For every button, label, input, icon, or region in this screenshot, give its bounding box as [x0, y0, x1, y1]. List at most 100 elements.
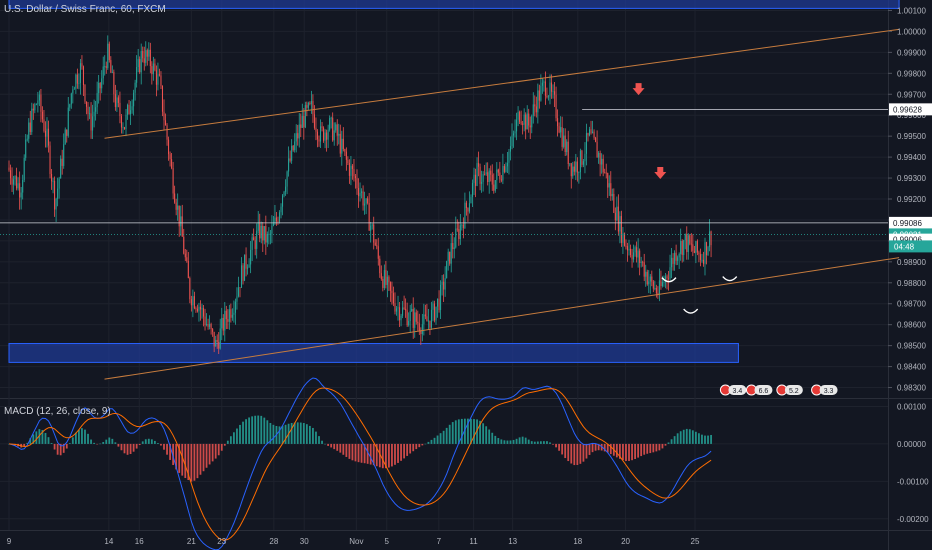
arrow-down-icon[interactable]: [632, 83, 645, 96]
candle-body: [374, 242, 376, 246]
candle-body: [391, 290, 393, 294]
price-tick-label: 0.98300: [897, 384, 926, 393]
macd-histogram-bar: [403, 443, 406, 459]
candle-body: [75, 74, 77, 89]
macd-histogram-bar: [236, 428, 238, 444]
macd-histogram-bar: [372, 443, 375, 466]
macd-histogram-bar: [698, 433, 700, 444]
event-badge-value: 3.3: [824, 388, 834, 395]
macd-histogram-bar: [336, 443, 339, 451]
candle-body: [79, 63, 81, 83]
candle-body: [637, 250, 639, 258]
price-zone[interactable]: [8, 0, 900, 9]
price-axis[interactable]: 1.00100 1.00000 0.99900 0.99800 0.99700 0.996…: [888, 6, 932, 524]
macd-histogram-bar: [667, 442, 670, 444]
candle-body: [47, 128, 50, 146]
candle-body: [470, 196, 472, 204]
smile-mark-icon[interactable]: [722, 276, 738, 282]
candle-body: [607, 172, 609, 188]
price-label[interactable]: 0.99628: [889, 103, 932, 116]
smile-mark-icon[interactable]: [683, 308, 699, 314]
macd-histogram-bar: [634, 443, 636, 460]
candle-body: [579, 150, 581, 173]
candle-body: [76, 74, 78, 84]
candle-body: [265, 226, 267, 243]
candle-body: [491, 174, 493, 185]
candle-body: [315, 127, 317, 132]
macd-histogram-bar: [670, 439, 673, 444]
macd-histogram-bar: [640, 443, 643, 457]
macd-histogram-bar: [226, 440, 229, 444]
time-tick-label: 18: [573, 537, 582, 546]
time-axis[interactable]: 9 14 16 21 23 28 30 Nov 5 7 11 13 18 20 25: [7, 537, 700, 546]
symbol-title[interactable]: U.S. Dollar / Swiss Franc, 60, FXCM: [4, 4, 166, 15]
candle-body: [213, 331, 215, 347]
candle-body: [528, 113, 530, 126]
candle-body: [120, 116, 122, 128]
candle-body: [239, 287, 241, 289]
event-badges[interactable]: 3.4 6.6 5.2 3.3: [719, 384, 838, 396]
candle-body: [244, 254, 246, 281]
trendline[interactable]: [104, 28, 900, 139]
candle-body: [573, 166, 575, 172]
price-zone[interactable]: [8, 343, 739, 363]
macd-histogram-bar: [622, 443, 624, 461]
macd-histogram-bar: [655, 443, 658, 452]
price-tick-label: 0.99900: [897, 48, 926, 57]
macd-histogram-bar: [266, 420, 269, 444]
macd-histogram-bar: [603, 443, 606, 452]
macd-histogram-bar: [281, 425, 284, 444]
candle-body: [251, 237, 253, 250]
candle-body: [657, 293, 659, 295]
event-badge[interactable]: 6.6: [745, 384, 773, 396]
candle-body: [222, 317, 224, 331]
candle-body: [309, 102, 311, 104]
arrow-down-icon[interactable]: [654, 166, 667, 179]
event-badge[interactable]: 3.3: [811, 384, 838, 396]
macd-histogram-bar: [278, 426, 281, 444]
candle-body: [581, 150, 583, 165]
candle-body: [620, 216, 622, 243]
macd-histogram-bar: [248, 417, 251, 444]
macd-histogram-bar: [157, 443, 159, 444]
candle-body: [272, 223, 274, 226]
candle-body: [503, 165, 505, 172]
candle-body: [596, 141, 598, 158]
candle-body: [240, 265, 243, 288]
macd-histogram-bar: [71, 437, 74, 444]
candle-body: [298, 124, 300, 139]
macd-histogram-bar: [211, 443, 214, 462]
candle-body: [339, 133, 341, 154]
macd-histogram-bar: [500, 439, 503, 444]
macd-histogram-bar: [242, 421, 244, 444]
candle-body: [686, 234, 688, 253]
candle-body: [160, 75, 162, 86]
macd-label[interactable]: MACD (12, 26, close, 9): [4, 406, 111, 417]
candle-body: [690, 243, 692, 245]
event-badge[interactable]: 3.4: [719, 384, 747, 396]
candle-body: [356, 178, 358, 189]
macd-histogram-bar: [284, 424, 287, 444]
macd-histogram-bar: [482, 423, 485, 444]
macd-histogram-bar: [637, 443, 640, 458]
candle-body: [544, 81, 546, 96]
candle-body: [526, 113, 528, 130]
candle-body: [227, 319, 229, 322]
macd-histogram-bar: [78, 429, 80, 444]
macd-histogram-bar: [318, 436, 320, 444]
candle-body: [523, 114, 525, 125]
candle-body: [669, 267, 671, 279]
candle-body: [443, 281, 445, 290]
event-badge[interactable]: 5.2: [776, 384, 803, 396]
candle-body: [701, 259, 703, 261]
candle-body: [411, 308, 413, 312]
smile-mark-icon[interactable]: [661, 277, 677, 283]
trendline[interactable]: [104, 257, 900, 380]
candle-body: [394, 303, 396, 312]
price-label[interactable]: 0.99086: [889, 216, 932, 229]
macd-histogram-bar: [649, 443, 652, 454]
candle-body: [131, 106, 133, 111]
event-badge-value: 6.6: [759, 388, 769, 395]
